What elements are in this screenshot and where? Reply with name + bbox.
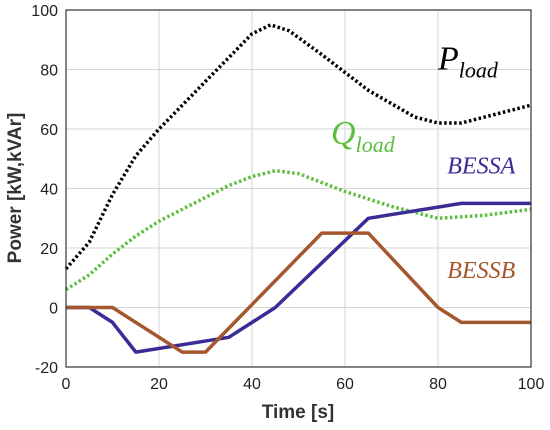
series-layer	[64, 23, 532, 354]
y-tick-label: 60	[40, 122, 58, 139]
x-tick-label: 40	[243, 376, 261, 393]
annotation-bessb_label: BESSB	[447, 258, 515, 284]
series-line-bessb	[66, 231, 531, 354]
x-tick-label: 0	[62, 376, 71, 393]
annotations: Pload Qload BESSA BESSB	[331, 41, 516, 284]
y-tick-label: 0	[49, 301, 58, 318]
series-line-qload	[65, 168, 532, 292]
x-tick-label: 100	[518, 376, 545, 393]
y-tick-label: 20	[40, 241, 58, 258]
plot-frame	[65, 9, 532, 368]
annotation-qload_label: Qload	[331, 115, 396, 157]
x-tick-label: 60	[336, 376, 354, 393]
y-tick-label: -20	[35, 360, 58, 377]
y-axis-title: Power [kW,kVAr]	[5, 113, 26, 264]
series-line-bessa	[66, 201, 531, 354]
annotation-pload_label: Pload	[437, 41, 499, 83]
y-tick-label: 40	[40, 182, 58, 199]
annotation-bessa_label: BESSA	[447, 154, 515, 180]
x-axis-title: Time [s]	[262, 402, 335, 423]
x-tick-label: 80	[429, 376, 447, 393]
series-line-pload	[64, 23, 532, 270]
y-tick-label: 100	[31, 3, 58, 20]
x-tick-label: 20	[150, 376, 168, 393]
x-tick-labels: 0 20 40 60 80 100	[62, 376, 545, 393]
y-tick-label: 80	[40, 63, 58, 80]
y-tick-labels: -20 0 20 40 60 80 100	[31, 3, 58, 377]
